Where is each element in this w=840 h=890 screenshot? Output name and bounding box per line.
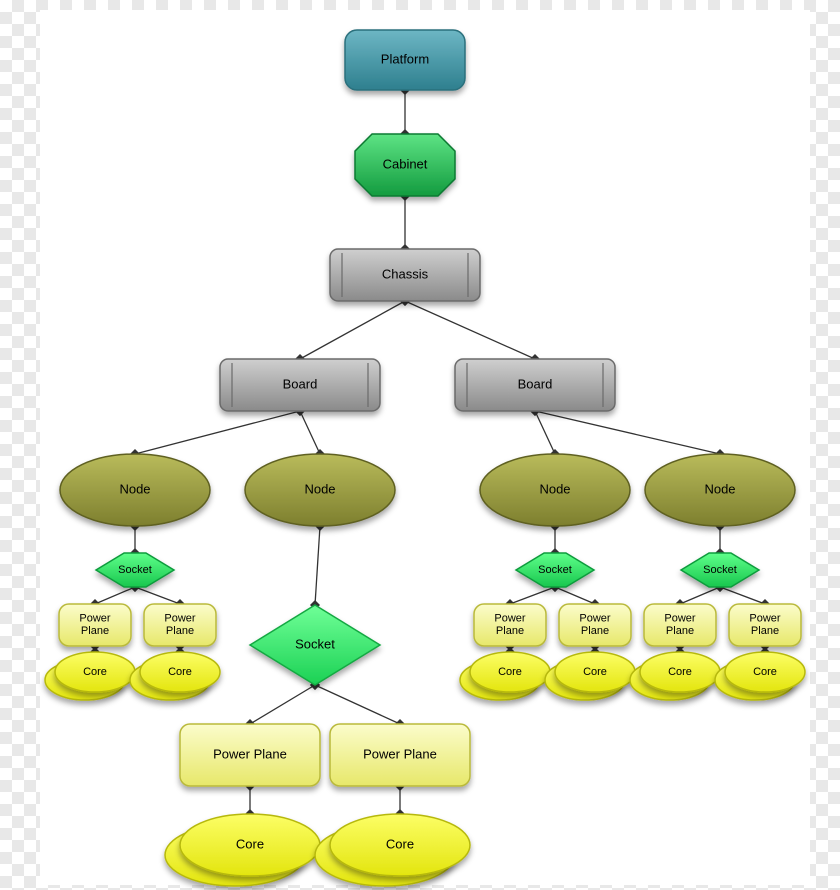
label-pp4a: Plane xyxy=(666,625,694,637)
label-socket2: Socket xyxy=(295,636,335,651)
label-cabinet: Cabinet xyxy=(383,156,428,171)
node-core2b: Core xyxy=(330,814,470,876)
node-pp1a: PowerPlane xyxy=(59,604,131,646)
node-cabinet: Cabinet xyxy=(355,134,455,196)
label-board2: Board xyxy=(518,376,553,391)
label-pp4b: Power xyxy=(749,613,781,625)
node-core3a: Core xyxy=(470,652,550,692)
node-core4a: Core xyxy=(640,652,720,692)
label-socket4: Socket xyxy=(703,564,737,576)
label-core2a: Core xyxy=(236,836,264,851)
label-pp2a: Power Plane xyxy=(213,746,287,761)
node-pp3b: PowerPlane xyxy=(559,604,631,646)
label-core1a: Core xyxy=(83,666,107,678)
node-pp2b: Power Plane xyxy=(330,724,470,786)
node-chassis: Chassis xyxy=(330,249,480,301)
node-core1a: Core xyxy=(55,652,135,692)
label-socket1: Socket xyxy=(118,564,152,576)
node-node3: Node xyxy=(480,454,630,526)
label-pp1b: Power xyxy=(164,613,196,625)
node-node1: Node xyxy=(60,454,210,526)
label-pp3b: Power xyxy=(579,613,611,625)
label-pp3b: Plane xyxy=(581,625,609,637)
node-pp3a: PowerPlane xyxy=(474,604,546,646)
node-pp4b: PowerPlane xyxy=(729,604,801,646)
node-node4: Node xyxy=(645,454,795,526)
label-core1b: Core xyxy=(168,666,192,678)
node-platform: Platform xyxy=(345,30,465,90)
node-core4b: Core xyxy=(725,652,805,692)
label-pp1b: Plane xyxy=(166,625,194,637)
label-pp1a: Power xyxy=(79,613,111,625)
node-board1: Board xyxy=(220,359,380,411)
label-core2b: Core xyxy=(386,836,414,851)
node-node2: Node xyxy=(245,454,395,526)
node-pp4a: PowerPlane xyxy=(644,604,716,646)
label-core3b: Core xyxy=(583,666,607,678)
label-socket3: Socket xyxy=(538,564,572,576)
label-node3: Node xyxy=(539,481,570,496)
node-pp1b: PowerPlane xyxy=(144,604,216,646)
node-pp2a: Power Plane xyxy=(180,724,320,786)
label-pp4a: Power xyxy=(664,613,696,625)
label-pp1a: Plane xyxy=(81,625,109,637)
label-pp3a: Power xyxy=(494,613,526,625)
label-node2: Node xyxy=(304,481,335,496)
hierarchy-diagram: Platform Cabinet Chassis Board Board Node Node… xyxy=(0,0,840,890)
node-board2: Board xyxy=(455,359,615,411)
label-board1: Board xyxy=(283,376,318,391)
label-pp3a: Plane xyxy=(496,625,524,637)
node-core1b: Core xyxy=(140,652,220,692)
label-pp2b: Power Plane xyxy=(363,746,437,761)
label-node4: Node xyxy=(704,481,735,496)
node-core3b: Core xyxy=(555,652,635,692)
label-core4a: Core xyxy=(668,666,692,678)
label-pp4b: Plane xyxy=(751,625,779,637)
label-core3a: Core xyxy=(498,666,522,678)
label-chassis: Chassis xyxy=(382,266,429,281)
label-core4b: Core xyxy=(753,666,777,678)
node-core2a: Core xyxy=(180,814,320,876)
label-platform: Platform xyxy=(381,51,429,66)
label-node1: Node xyxy=(119,481,150,496)
